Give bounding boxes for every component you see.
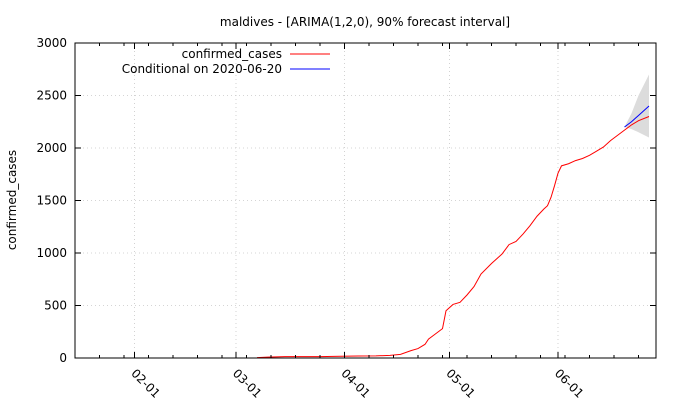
x-tick-label: 06-01 (552, 366, 587, 400)
y-tick-label: 0 (59, 351, 67, 365)
x-axis: 02-01 03-01 04-01 05-01 06-01 (74, 43, 639, 400)
y-axis: 0 500 1000 1500 2000 2500 3000 (36, 36, 656, 365)
x-tick-label: 03-01 (230, 366, 265, 400)
series-lines (256, 105, 650, 359)
forecast-interval-area (624, 74, 649, 138)
y-tick-label: 500 (44, 299, 67, 313)
chart-title: maldives - [ARIMA(1,2,0), 90% forecast i… (220, 15, 510, 29)
y-tick-label: 3000 (36, 36, 67, 50)
grid (75, 43, 656, 358)
legend-label-confirmed-cases: confirmed_cases (182, 47, 282, 61)
y-tick-label: 2500 (36, 89, 67, 103)
x-tick-label: 04-01 (338, 366, 373, 400)
series-line-conditional (624, 105, 650, 128)
y-tick-label: 1500 (36, 194, 67, 208)
x-tick-label: 02-01 (128, 366, 163, 400)
legend: confirmed_cases Conditional on 2020-06-2… (122, 47, 330, 76)
y-tick-label: 1000 (36, 246, 67, 260)
legend-label-conditional: Conditional on 2020-06-20 (122, 62, 282, 76)
y-axis-label: confirmed_cases (5, 150, 19, 250)
y-tick-label: 2000 (36, 141, 67, 155)
series-line-confirmed-cases (256, 116, 650, 359)
forecast-interval-band (624, 74, 649, 138)
plot-frame (74, 42, 657, 359)
x-tick-label: 05-01 (443, 366, 478, 400)
